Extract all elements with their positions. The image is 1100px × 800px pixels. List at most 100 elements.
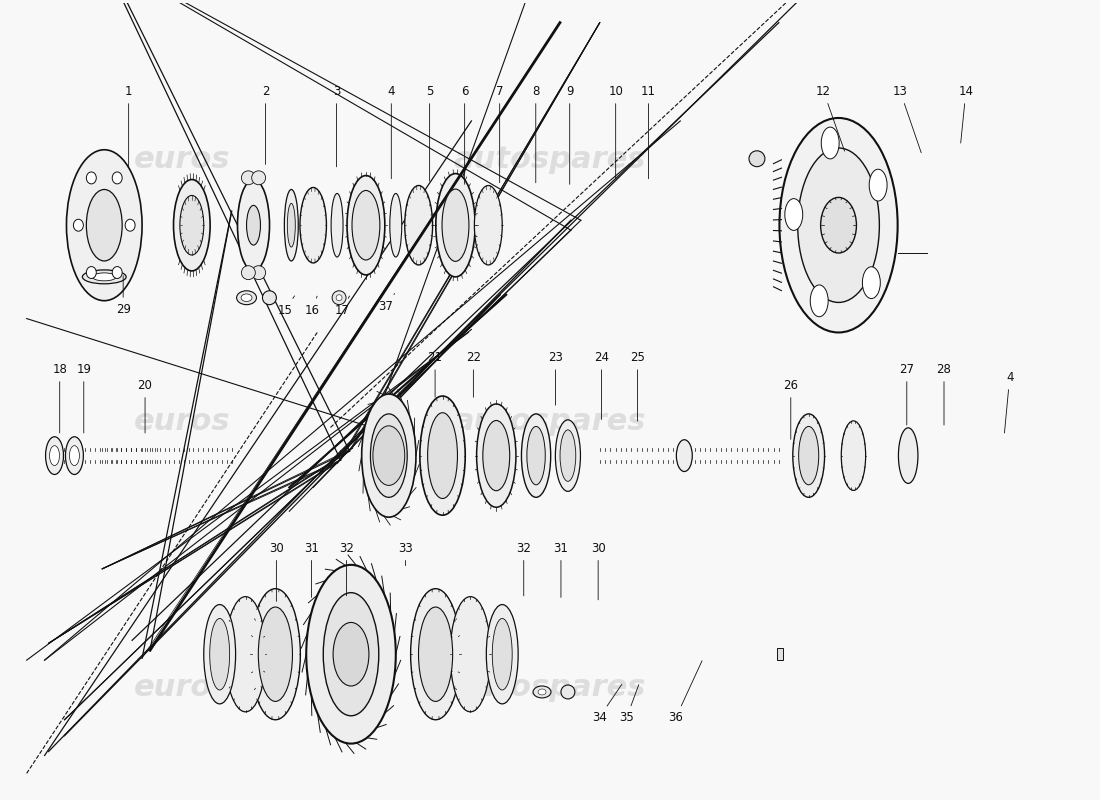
Text: 11: 11 xyxy=(641,85,656,178)
Text: 2: 2 xyxy=(262,85,270,165)
Ellipse shape xyxy=(258,607,293,702)
Ellipse shape xyxy=(241,266,255,280)
Text: 37: 37 xyxy=(378,294,395,313)
Ellipse shape xyxy=(236,290,256,305)
Ellipse shape xyxy=(323,593,378,716)
Ellipse shape xyxy=(373,426,405,486)
Text: 1: 1 xyxy=(125,85,132,167)
Text: autospares: autospares xyxy=(454,674,646,702)
Text: 6: 6 xyxy=(461,85,469,184)
Ellipse shape xyxy=(252,171,265,185)
Ellipse shape xyxy=(238,179,270,271)
Text: 17: 17 xyxy=(334,296,350,317)
Text: 32: 32 xyxy=(516,542,531,596)
Text: 30: 30 xyxy=(591,542,605,600)
Text: 22: 22 xyxy=(466,351,481,398)
Text: 16: 16 xyxy=(305,296,320,317)
Text: 7: 7 xyxy=(496,85,504,182)
Text: 26: 26 xyxy=(783,379,799,439)
Ellipse shape xyxy=(226,597,266,712)
Ellipse shape xyxy=(799,426,818,485)
Ellipse shape xyxy=(560,430,575,482)
Ellipse shape xyxy=(174,179,210,271)
Text: 25: 25 xyxy=(630,351,645,421)
Ellipse shape xyxy=(793,414,825,498)
Text: 32: 32 xyxy=(339,542,354,596)
Ellipse shape xyxy=(822,127,839,159)
Ellipse shape xyxy=(352,190,379,260)
Ellipse shape xyxy=(784,198,803,230)
Ellipse shape xyxy=(246,206,261,245)
Ellipse shape xyxy=(74,219,84,231)
Ellipse shape xyxy=(87,190,122,261)
Text: 23: 23 xyxy=(548,351,563,405)
Ellipse shape xyxy=(428,413,458,498)
Text: 13: 13 xyxy=(893,85,921,153)
Ellipse shape xyxy=(410,589,461,720)
Ellipse shape xyxy=(284,190,298,261)
Text: 27: 27 xyxy=(900,363,914,425)
Text: 18: 18 xyxy=(53,363,67,433)
Ellipse shape xyxy=(87,172,97,184)
Text: 5: 5 xyxy=(426,85,433,181)
Text: 21: 21 xyxy=(428,351,442,398)
Ellipse shape xyxy=(556,420,581,491)
Ellipse shape xyxy=(69,446,79,466)
Ellipse shape xyxy=(362,394,416,517)
Ellipse shape xyxy=(125,219,135,231)
Ellipse shape xyxy=(45,437,64,474)
Text: 9: 9 xyxy=(566,85,573,184)
Ellipse shape xyxy=(538,689,546,695)
Ellipse shape xyxy=(869,170,887,201)
Text: autospares: autospares xyxy=(454,407,646,436)
Ellipse shape xyxy=(87,266,97,278)
Ellipse shape xyxy=(389,194,402,257)
Ellipse shape xyxy=(821,198,857,253)
Text: 8: 8 xyxy=(532,85,539,182)
Text: 35: 35 xyxy=(619,685,639,724)
Ellipse shape xyxy=(899,428,917,483)
Text: 36: 36 xyxy=(669,661,702,724)
Text: 10: 10 xyxy=(608,85,623,178)
Ellipse shape xyxy=(112,172,122,184)
Ellipse shape xyxy=(263,290,276,305)
Ellipse shape xyxy=(527,426,546,485)
Ellipse shape xyxy=(420,396,465,515)
Text: 12: 12 xyxy=(816,85,845,151)
Ellipse shape xyxy=(842,421,866,490)
Ellipse shape xyxy=(474,186,503,265)
Ellipse shape xyxy=(66,437,84,474)
Text: euros: euros xyxy=(133,145,230,174)
Ellipse shape xyxy=(483,421,509,490)
Ellipse shape xyxy=(862,266,880,298)
Ellipse shape xyxy=(300,187,327,263)
Ellipse shape xyxy=(306,565,396,743)
Ellipse shape xyxy=(82,270,126,284)
Ellipse shape xyxy=(486,605,518,704)
Bar xyxy=(777,648,783,660)
Ellipse shape xyxy=(780,118,898,333)
Ellipse shape xyxy=(493,618,513,690)
Text: 28: 28 xyxy=(936,363,952,425)
Ellipse shape xyxy=(332,290,346,305)
Ellipse shape xyxy=(331,194,343,257)
Ellipse shape xyxy=(252,266,265,280)
Ellipse shape xyxy=(371,414,407,498)
Ellipse shape xyxy=(241,171,255,185)
Ellipse shape xyxy=(798,148,879,302)
Text: 3: 3 xyxy=(333,85,340,167)
Ellipse shape xyxy=(210,618,230,690)
Ellipse shape xyxy=(333,622,369,686)
Ellipse shape xyxy=(180,195,204,255)
Text: 30: 30 xyxy=(270,542,284,602)
Ellipse shape xyxy=(112,266,122,278)
Ellipse shape xyxy=(92,273,117,281)
Text: 31: 31 xyxy=(553,542,569,598)
Ellipse shape xyxy=(66,150,142,301)
Text: 20: 20 xyxy=(138,379,153,433)
Ellipse shape xyxy=(521,414,551,498)
Ellipse shape xyxy=(676,440,692,471)
Ellipse shape xyxy=(204,605,235,704)
Ellipse shape xyxy=(346,175,385,275)
Text: 19: 19 xyxy=(76,363,91,433)
